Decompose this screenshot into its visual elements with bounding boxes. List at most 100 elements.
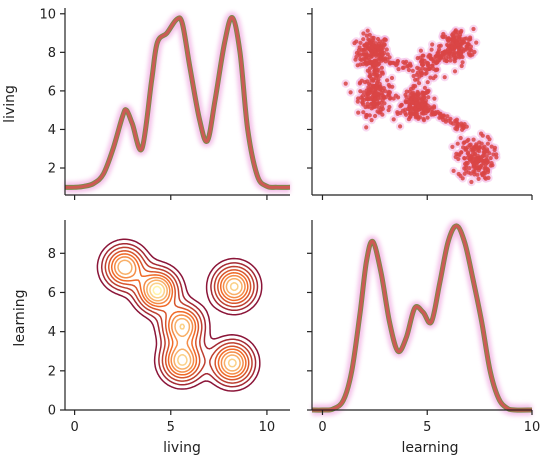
scatter-point — [372, 62, 377, 67]
scatter-point — [450, 144, 455, 149]
scatter-point — [380, 98, 385, 103]
scatter-point — [413, 113, 418, 118]
scatter-point — [375, 79, 380, 84]
scatter-point — [420, 66, 425, 71]
scatter-point — [418, 48, 423, 53]
living-density-glow — [64, 12, 291, 193]
scatter-point — [371, 38, 376, 43]
scatter-point — [454, 151, 459, 156]
scatter-point — [384, 47, 389, 52]
scatter-point — [360, 100, 365, 105]
scatter-point — [396, 67, 401, 72]
bottom-left-x-ticks: 0 5 10 — [70, 410, 275, 435]
scatter-point — [376, 62, 381, 67]
scatter-point — [368, 82, 373, 88]
contour-level — [117, 259, 243, 372]
scatter-point — [374, 86, 379, 91]
scatter-point — [462, 171, 467, 176]
scatter-point — [359, 95, 364, 100]
y-tick-label: 10 — [39, 7, 56, 22]
scatter-point — [358, 40, 363, 46]
scatter-point — [385, 78, 390, 83]
scatter-point — [480, 173, 485, 178]
scatter-point — [456, 54, 461, 59]
scatter-point — [480, 145, 486, 151]
scatter-point — [388, 95, 393, 101]
scatter-point — [398, 124, 403, 129]
y-axis-label-living: living — [2, 85, 18, 123]
scatter-point — [382, 42, 387, 47]
scatter-point — [380, 48, 385, 53]
scatter-point — [462, 36, 467, 42]
contour-level — [100, 242, 259, 388]
scatter-point — [430, 109, 435, 114]
y-axis-label-learning: learning — [12, 289, 28, 346]
scatter-point — [420, 102, 425, 107]
scatter-point — [448, 58, 453, 63]
scatter-point — [448, 54, 453, 59]
scatter-point — [410, 68, 415, 73]
scatter-point — [478, 164, 483, 169]
scatter-point — [492, 145, 498, 150]
living-density-line — [64, 16, 291, 189]
scatter-point — [467, 52, 472, 57]
scatter-point — [382, 101, 387, 106]
scatter-point — [364, 125, 369, 130]
bottom-left-y-ticks: 0 2 4 6 8 — [48, 247, 65, 419]
scatter-point — [365, 28, 370, 33]
learning-density-line — [311, 224, 533, 412]
scatter-point — [490, 163, 495, 168]
scatter-point — [408, 112, 413, 117]
contour-level — [96, 238, 263, 392]
scatter-point — [441, 35, 446, 40]
y-tick-label: 6 — [48, 286, 56, 301]
scatter-point — [372, 48, 377, 53]
scatter-point — [377, 110, 382, 115]
scatter-point — [453, 28, 458, 33]
scatter-point — [432, 57, 437, 63]
top-left-x-ticks — [74, 195, 268, 200]
scatter-point — [460, 60, 465, 65]
scatter-point — [367, 70, 372, 75]
scatter-point — [483, 168, 488, 173]
scatter-point — [455, 124, 460, 129]
scatter-point — [383, 59, 388, 64]
x-axis-label-living: living — [163, 440, 201, 456]
scatter-point — [488, 156, 493, 161]
scatter-point — [458, 32, 463, 38]
scatter-point — [419, 111, 424, 116]
scatter-point — [475, 160, 480, 165]
scatter-point — [387, 84, 392, 89]
scatter-point — [453, 118, 458, 123]
scatter-point — [386, 108, 391, 113]
scatter-point — [409, 86, 414, 91]
scatter-point — [481, 150, 486, 155]
scatter-point — [371, 103, 376, 108]
scatter-point — [471, 164, 476, 169]
scatter-point — [451, 168, 456, 173]
x-tick-label: 0 — [70, 420, 78, 435]
scatter-point — [356, 96, 361, 101]
scatter-point — [415, 70, 421, 75]
scatter-point — [417, 81, 422, 86]
scatter-point — [361, 90, 366, 95]
scatter-point — [446, 38, 451, 43]
scatter-point — [446, 118, 451, 123]
contour-level — [104, 246, 255, 384]
scatter-point — [361, 37, 366, 42]
scatter-point — [365, 61, 370, 66]
panel-top-right — [307, 8, 533, 200]
panel-bottom-right: 0 5 10 — [307, 220, 540, 435]
scatter-point — [445, 114, 450, 119]
scatter-point — [479, 141, 484, 146]
x-tick-label: 5 — [423, 420, 431, 435]
scatter-point — [369, 51, 374, 56]
scatter-point — [432, 96, 437, 101]
scatter-point — [485, 134, 490, 139]
scatter-point — [441, 117, 446, 122]
scatter-point — [453, 154, 458, 160]
scatter-point — [367, 113, 372, 118]
scatter-points — [341, 24, 501, 187]
y-tick-label: 4 — [48, 325, 56, 340]
